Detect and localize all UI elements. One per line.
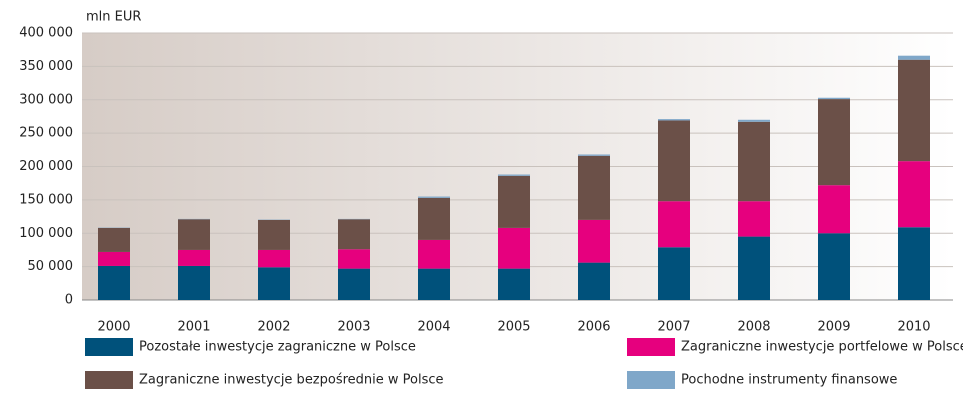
legend-swatch bbox=[627, 371, 675, 389]
bar-segment bbox=[98, 265, 130, 300]
bar-segment bbox=[818, 185, 850, 234]
bar-segment bbox=[258, 267, 290, 300]
bar-segment bbox=[418, 196, 450, 198]
bar-segment bbox=[498, 175, 530, 228]
y-tick-label: 50 000 bbox=[28, 259, 74, 274]
legend-label: Pozostałe inwestycje zagraniczne w Polsc… bbox=[139, 340, 416, 355]
x-tick-label: 2005 bbox=[497, 320, 530, 335]
bar-segment bbox=[898, 55, 930, 60]
bar-segment bbox=[818, 97, 850, 100]
y-tick-label: 350 000 bbox=[19, 59, 73, 74]
legend-swatch bbox=[85, 371, 133, 389]
bar-segment bbox=[98, 227, 130, 252]
bar-segment bbox=[498, 268, 530, 300]
bar-segment bbox=[658, 120, 690, 202]
bar-segment bbox=[178, 219, 210, 250]
x-tick-label: 2010 bbox=[897, 320, 930, 335]
bar-segment bbox=[818, 233, 850, 300]
bar-segment bbox=[738, 201, 770, 237]
y-tick-label: 150 000 bbox=[19, 192, 73, 207]
bar-segment bbox=[738, 119, 770, 122]
y-tick-label: 100 000 bbox=[19, 226, 73, 241]
bar-segment bbox=[658, 201, 690, 248]
y-axis-unit: mln EUR bbox=[86, 10, 141, 25]
bar-segment bbox=[898, 161, 930, 228]
y-tick-label: 0 bbox=[65, 293, 73, 308]
bar-segment bbox=[498, 227, 530, 269]
bar-segment bbox=[418, 239, 450, 269]
x-tick-label: 2002 bbox=[257, 320, 290, 335]
bar-segment bbox=[658, 247, 690, 300]
bar-segment bbox=[338, 249, 370, 269]
y-tick-label: 250 000 bbox=[19, 126, 73, 141]
y-tick-label: 400 000 bbox=[19, 26, 73, 41]
bar-segment bbox=[898, 59, 930, 162]
bar-segment bbox=[578, 154, 610, 156]
bar-segment bbox=[738, 236, 770, 300]
bar-segment bbox=[658, 119, 690, 121]
y-tick-label: 200 000 bbox=[19, 159, 73, 174]
x-tick-label: 2006 bbox=[577, 320, 610, 335]
legend-label: Pochodne instrumenty finansowe bbox=[681, 373, 897, 388]
x-tick-label: 2009 bbox=[817, 320, 850, 335]
bar-segment bbox=[578, 155, 610, 220]
x-tick-label: 2004 bbox=[417, 320, 450, 335]
legend-label: Zagraniczne inwestycje portfelowe w Pols… bbox=[681, 340, 963, 355]
bar-segment bbox=[258, 219, 290, 250]
legend-label: Zagraniczne inwestycje bezpośrednie w Po… bbox=[139, 373, 444, 388]
bar-segment bbox=[178, 265, 210, 300]
bar-segment bbox=[738, 121, 770, 202]
legend-swatch bbox=[627, 338, 675, 356]
bar-segment bbox=[578, 262, 610, 300]
x-tick-label: 2007 bbox=[657, 320, 690, 335]
bar-segment bbox=[898, 227, 930, 300]
x-tick-label: 2000 bbox=[97, 320, 130, 335]
bar-segment bbox=[98, 251, 130, 266]
bar-segment bbox=[338, 268, 370, 300]
bar-segment bbox=[258, 249, 290, 268]
bar-segment bbox=[818, 99, 850, 186]
bar-segment bbox=[418, 197, 450, 240]
x-tick-label: 2003 bbox=[337, 320, 370, 335]
bar-segment bbox=[338, 219, 370, 250]
y-tick-label: 300 000 bbox=[19, 92, 73, 107]
bar-segment bbox=[178, 249, 210, 266]
bar-segment bbox=[498, 174, 530, 176]
x-tick-label: 2008 bbox=[737, 320, 770, 335]
legend-swatch bbox=[85, 338, 133, 356]
x-tick-label: 2001 bbox=[177, 320, 210, 335]
bar-segment bbox=[578, 219, 610, 263]
bar-segment bbox=[418, 268, 450, 300]
